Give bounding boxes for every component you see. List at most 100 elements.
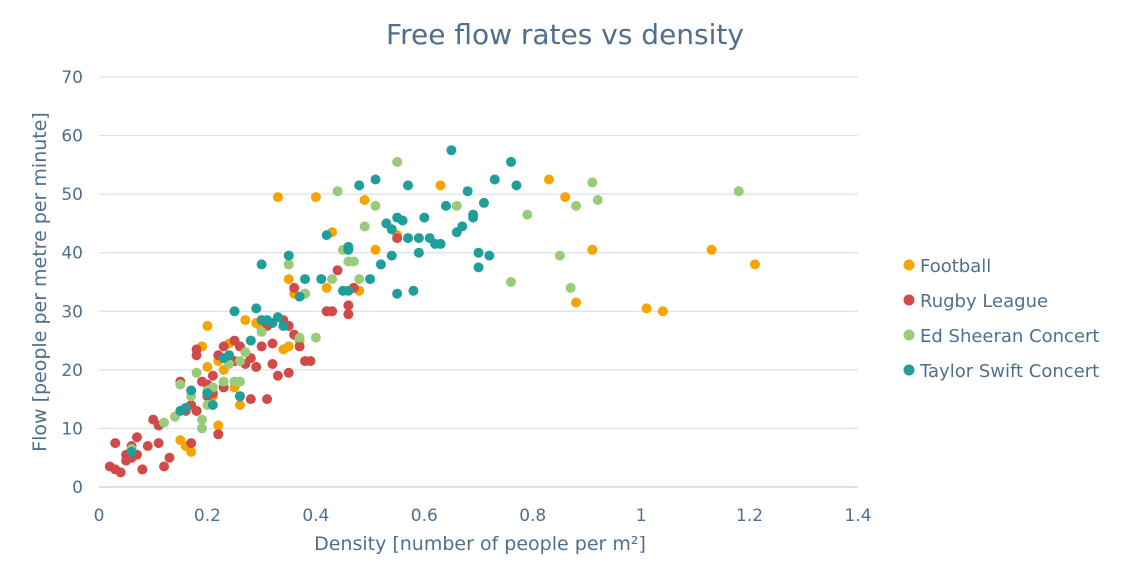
data-point — [403, 233, 414, 244]
data-point — [370, 174, 381, 185]
data-point — [435, 238, 446, 249]
data-point — [251, 361, 262, 372]
data-point — [413, 247, 424, 258]
data-point — [234, 376, 245, 387]
data-point — [641, 303, 652, 314]
data-point — [397, 215, 408, 226]
data-point — [256, 326, 267, 337]
y-tick-label: 10 — [61, 419, 83, 439]
data-point — [197, 414, 208, 425]
data-point — [386, 224, 397, 235]
data-point — [251, 303, 262, 314]
data-point — [110, 438, 121, 449]
x-tick-label: 0.8 — [519, 506, 546, 526]
data-point — [375, 259, 386, 270]
data-point — [473, 262, 484, 273]
data-point — [137, 464, 148, 475]
data-point — [240, 347, 251, 358]
x-tick-label: 0.4 — [302, 506, 329, 526]
y-tick-label: 40 — [61, 244, 83, 264]
legend-label: Ed Sheeran Concert — [920, 326, 1099, 347]
data-point — [386, 250, 397, 261]
data-point — [115, 467, 126, 478]
data-point — [489, 174, 500, 185]
data-point — [256, 341, 267, 352]
data-point — [522, 209, 533, 220]
data-point — [305, 356, 316, 367]
series-taylor-swift-concert — [126, 145, 522, 457]
data-point — [408, 285, 419, 296]
x-tick-label: 0.2 — [194, 506, 221, 526]
y-tick-label: 0 — [72, 478, 83, 498]
data-point — [126, 446, 137, 457]
data-point — [321, 282, 332, 293]
data-point — [343, 241, 354, 252]
data-point — [256, 259, 267, 270]
data-point — [451, 200, 462, 211]
data-point — [478, 197, 489, 208]
data-point — [343, 300, 354, 311]
data-point — [327, 306, 338, 317]
data-point — [191, 405, 202, 416]
legend-marker — [903, 259, 915, 271]
data-point — [348, 256, 359, 267]
x-tick-label: 1 — [636, 506, 647, 526]
series-ed-sheeran-concert — [126, 156, 744, 454]
data-point — [272, 370, 283, 381]
data-point — [403, 180, 414, 191]
data-point — [446, 145, 457, 156]
data-point — [554, 250, 565, 261]
data-point — [413, 233, 424, 244]
data-point — [159, 417, 170, 428]
x-tick-label: 1.2 — [736, 506, 763, 526]
data-point — [571, 297, 582, 308]
data-point — [587, 177, 598, 188]
data-point — [283, 274, 294, 285]
data-points — [104, 145, 760, 478]
data-point — [234, 356, 245, 367]
data-point — [365, 274, 376, 285]
data-point — [332, 186, 343, 197]
data-point — [245, 335, 256, 346]
data-point — [316, 274, 327, 285]
data-point — [224, 350, 235, 361]
data-point — [202, 320, 213, 331]
axes: 0 10 20 30 40 50 60 70 0 0.2 0.4 0.6 0.8 1 1.2 1.4 — [61, 68, 871, 526]
data-point — [245, 394, 256, 405]
data-point — [440, 200, 451, 211]
data-point — [234, 400, 245, 410]
data-point — [191, 367, 202, 378]
data-point — [321, 230, 332, 241]
data-point — [354, 274, 365, 285]
data-point — [571, 200, 582, 211]
data-point — [240, 315, 251, 326]
data-point — [180, 402, 191, 413]
data-point — [706, 244, 717, 255]
data-point — [294, 291, 305, 302]
data-point — [354, 180, 365, 191]
y-tick-label: 50 — [61, 185, 83, 205]
data-point — [218, 376, 229, 387]
data-point — [164, 452, 175, 463]
data-point — [186, 438, 197, 449]
data-point — [484, 250, 495, 261]
data-point — [267, 359, 278, 369]
data-point — [506, 277, 517, 287]
data-point — [310, 332, 321, 343]
data-point — [213, 420, 224, 431]
data-point — [267, 338, 278, 349]
legend-label: Rugby League — [920, 291, 1048, 312]
data-point — [473, 247, 484, 258]
data-point — [289, 282, 300, 293]
legend-marker — [903, 364, 915, 376]
legend-label: Taylor Swift Concert — [919, 361, 1099, 382]
chart-title: Free flow rates vs density — [386, 18, 744, 51]
series-rugby-league — [104, 233, 403, 478]
legend: Football Rugby League Ed Sheeran Concert Ta… — [903, 256, 1099, 382]
data-point — [294, 332, 305, 343]
data-point — [565, 282, 576, 293]
data-point — [272, 192, 283, 203]
data-point — [234, 391, 245, 402]
data-point — [202, 388, 213, 399]
